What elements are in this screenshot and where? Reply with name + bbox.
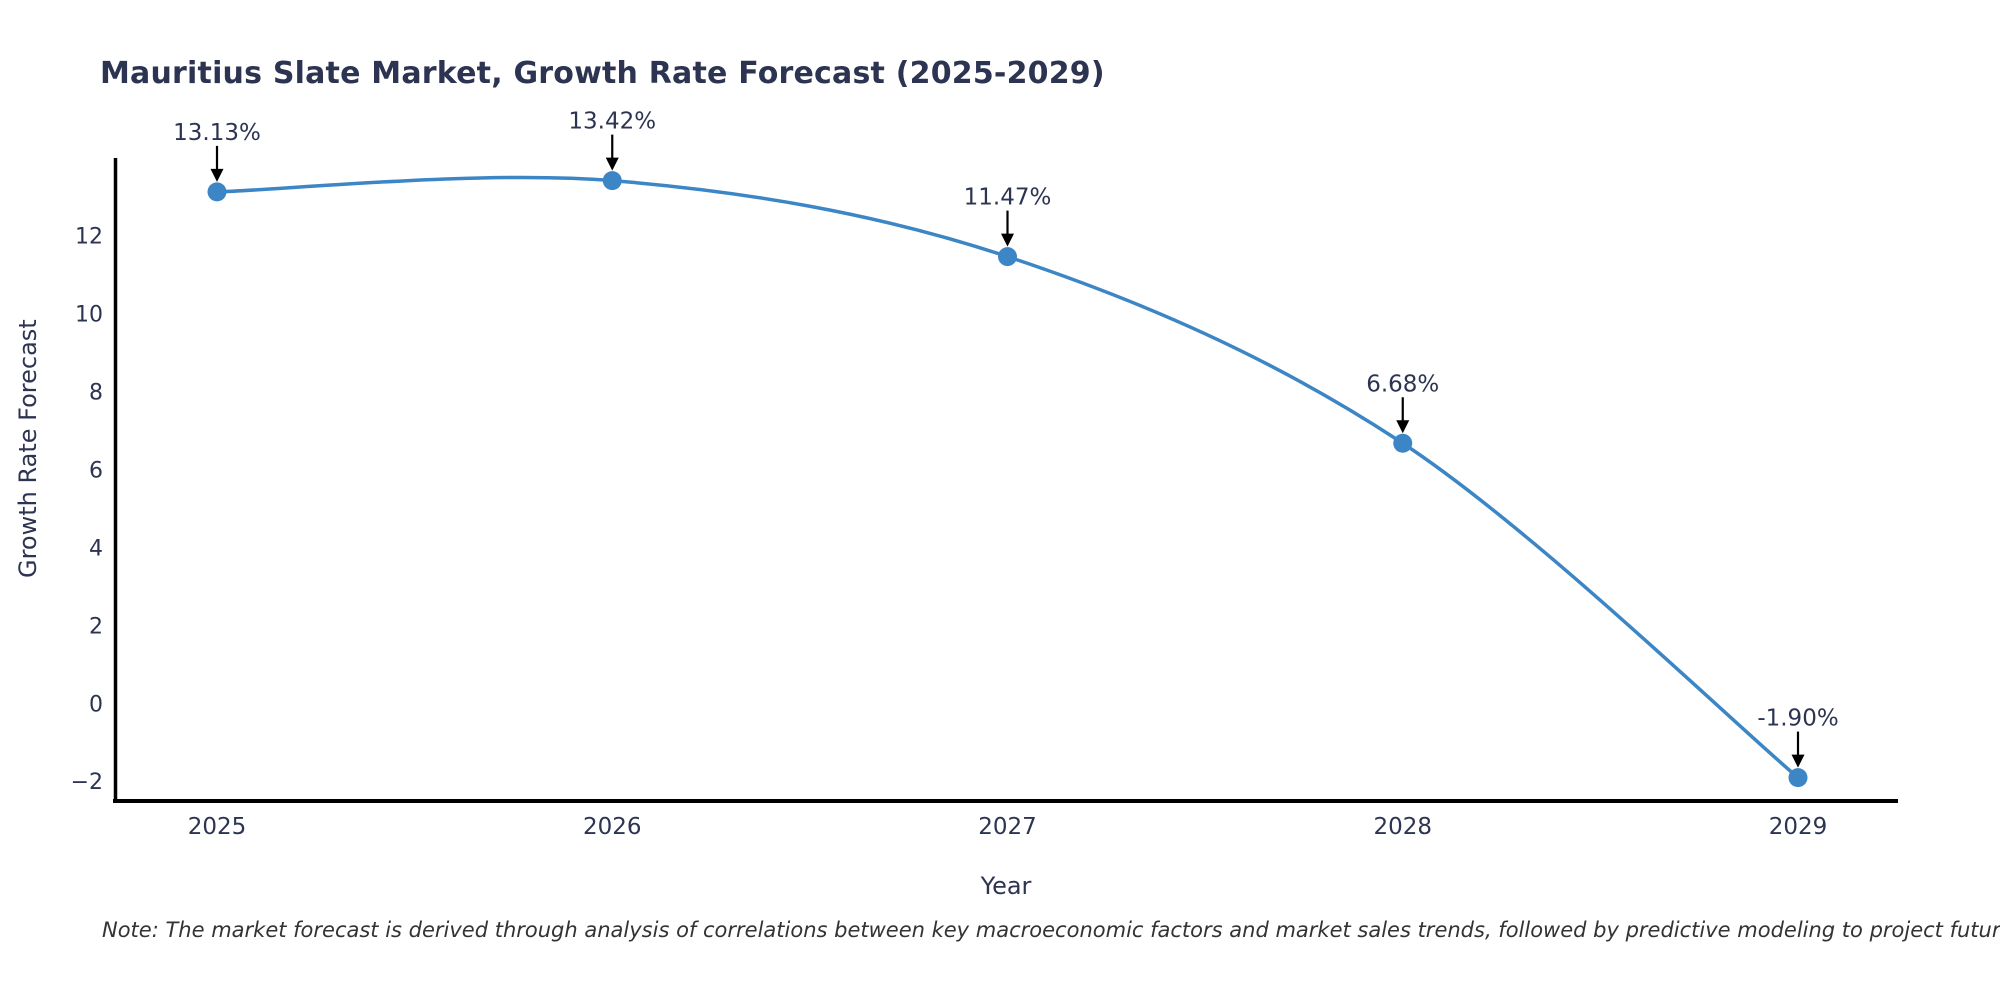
annotation-arrow-head	[210, 168, 224, 182]
data-point-2025	[207, 182, 227, 202]
chart-title: Mauritius Slate Market, Growth Rate Fore…	[100, 56, 1105, 92]
footnote: Note: The market forecast is derived thr…	[102, 918, 2000, 942]
y-axis-title: Growth Rate Forecast	[14, 319, 42, 578]
data-point-2029	[1788, 768, 1808, 788]
y-tick-label: 8	[89, 381, 103, 406]
annotation-arrow-head	[1791, 754, 1805, 768]
x-tick-label: 2026	[583, 814, 642, 840]
y-tick-label: −2	[71, 770, 103, 795]
x-axis-title: Year	[980, 872, 1032, 900]
annotation-label: -1.90%	[1757, 706, 1838, 732]
annotation-arrow-head	[605, 157, 619, 171]
x-tick-label: 2027	[978, 814, 1037, 840]
y-tick-label: 12	[75, 225, 103, 250]
annotation-arrow-head	[1001, 233, 1014, 247]
x-tick-label: 2029	[1769, 814, 1828, 840]
annotation-label: 13.13%	[173, 120, 261, 146]
annotation-arrow-head	[1396, 420, 1410, 434]
annotation-label: 11.47%	[964, 185, 1052, 211]
data-point-2027	[998, 247, 1017, 267]
x-tick-label: 2028	[1373, 814, 1432, 840]
trend-line	[215, 175, 1800, 780]
data-point-2028	[1393, 433, 1413, 453]
annotation-label: 6.68%	[1366, 371, 1439, 397]
data-point-2026	[602, 171, 622, 191]
y-tick-label: 4	[89, 536, 103, 561]
annotation-label: 13.42%	[568, 109, 656, 135]
y-tick-label: 10	[75, 303, 103, 328]
y-tick-label: 6	[89, 458, 103, 483]
y-tick-label: 0	[89, 692, 103, 717]
x-tick-label: 2025	[188, 814, 247, 840]
y-tick-label: 2	[89, 614, 103, 639]
